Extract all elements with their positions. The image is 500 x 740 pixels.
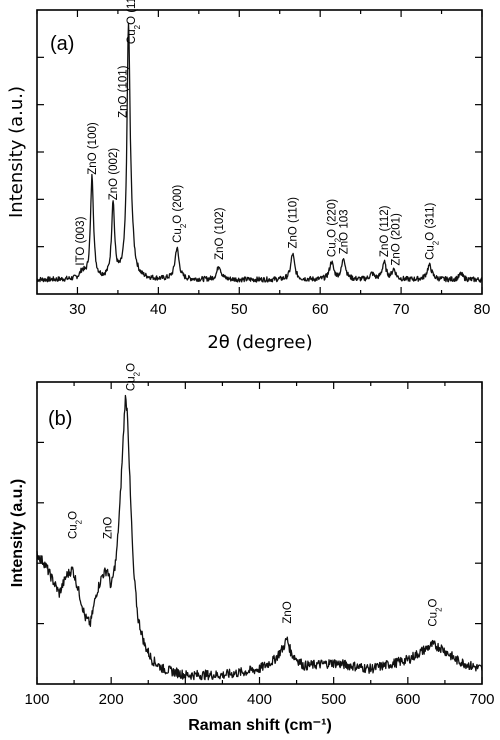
- y-axis-title-a: Intensity (a.u.): [6, 86, 27, 218]
- x-tick-label: 50: [231, 301, 248, 318]
- peak-label: Cu2O: [68, 511, 84, 539]
- peak-label: ZnO 103: [339, 209, 351, 254]
- x-tick-label: 400: [247, 691, 272, 708]
- y-axis-title-b: Intensity (a.u.): [9, 479, 26, 587]
- y-axis-ticks-a: [37, 56, 482, 248]
- peak-label: Cu2O (311): [424, 202, 440, 259]
- peak-label: Cu2O: [427, 598, 443, 626]
- x-tick-label: 60: [312, 301, 329, 318]
- x-tick-label: 80: [474, 301, 491, 318]
- peak-label: ZnO (102): [214, 207, 226, 260]
- x-tick-label: 300: [173, 691, 198, 708]
- panel-label-b: (b): [48, 408, 72, 430]
- peak-annotations-a: ITO (003) ZnO (100) ZnO (002) ZnO (101) Cu2O…: [75, 0, 440, 266]
- raman-spectrum-line: [36, 394, 483, 681]
- x-tick-label: 200: [99, 691, 124, 708]
- x-tick-label: 40: [150, 301, 167, 318]
- plot-frame-a: [36, 9, 483, 295]
- peak-label: ZnO (110): [288, 197, 300, 249]
- peak-label: ZnO: [282, 601, 294, 623]
- x-axis-ticks-b: 100 200 300 400 500 600 700: [24, 382, 495, 708]
- x-axis-title-a: 2θ (degree): [207, 332, 312, 353]
- peak-annotations-b: Cu2O ZnO Cu2O ZnO Cu2O: [68, 363, 443, 627]
- x-tick-label: 30: [69, 301, 86, 318]
- peak-label: ZnO (112): [379, 205, 391, 257]
- x-tick-label: 70: [393, 301, 410, 318]
- x-tick-label: 700: [469, 691, 494, 708]
- panel-label-a: (a): [50, 33, 74, 55]
- x-tick-label: 500: [321, 691, 346, 708]
- y-axis-ticks-b: [37, 441, 482, 625]
- peak-label: ZnO (002): [108, 148, 120, 201]
- xrd-pattern-line: [36, 22, 483, 283]
- peak-label: ZnO (101): [118, 65, 130, 118]
- peak-label: ZnO (100): [87, 122, 99, 175]
- panel-a: 30 40 50 60 70 80 ITO (003) ZnO (100) ZnO (002)…: [6, 0, 490, 353]
- peak-label: ZnO: [102, 517, 114, 539]
- x-axis-ticks-a: 30 40 50 60 70 80: [36, 10, 491, 318]
- peak-label: Cu2O: [125, 363, 141, 391]
- peak-label: Cu2O (200): [172, 185, 188, 243]
- x-axis-title-b: Raman shift (cm⁻¹): [188, 717, 332, 734]
- peak-label: ZnO (201): [390, 213, 402, 266]
- peak-label: Cu2O (220): [327, 199, 343, 257]
- x-tick-label: 600: [395, 691, 420, 708]
- peak-label: ITO (003): [75, 216, 87, 265]
- peak-label: Cu2O (111): [126, 0, 142, 44]
- x-tick-label: 100: [24, 691, 49, 708]
